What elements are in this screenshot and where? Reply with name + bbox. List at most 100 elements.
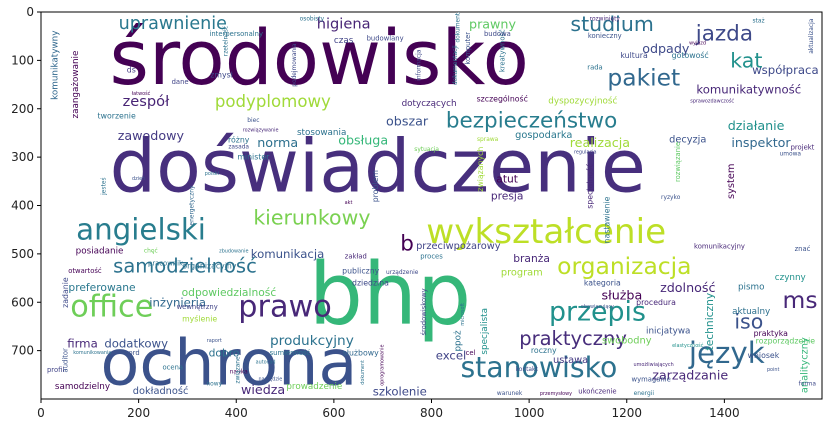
word-130: dokumentacji	[453, 45, 459, 85]
word-114: specjalista	[480, 308, 490, 355]
word-105: problem	[371, 170, 380, 202]
word-157: sytuacja	[414, 147, 439, 153]
word-124: konieczny	[588, 32, 622, 40]
word-80: organizacyjny	[182, 261, 237, 270]
word-60: czynny	[775, 273, 806, 283]
x-tick-label-5: 1000	[514, 406, 545, 420]
word-175: point	[767, 367, 780, 373]
word-18: praktyczny	[519, 327, 627, 350]
word-159: rozwiązywanie	[243, 128, 279, 134]
word-164: raport	[207, 338, 222, 344]
word-82: publiczny	[342, 266, 379, 275]
x-tick-label-7: 1400	[709, 406, 740, 420]
word-122: budowa	[484, 30, 511, 38]
word-136: sprawozdawczość	[690, 97, 734, 104]
word-35: norma	[257, 135, 298, 150]
word-144: polski	[205, 171, 219, 177]
word-113: urządzenie	[386, 270, 419, 276]
word-153: energetyczny	[189, 185, 195, 226]
word-127: osobisty	[300, 16, 325, 22]
word-147: chęć	[144, 247, 158, 254]
word-21: uprawnienie	[119, 14, 227, 34]
word-41: inżynieria	[149, 295, 206, 309]
y-tick-label-4: 400	[11, 199, 34, 213]
word-20: kat	[730, 48, 762, 72]
word-149: zadanie	[61, 277, 70, 308]
word-148: otwartość	[68, 267, 102, 275]
word-132: aktualizacja	[809, 18, 815, 54]
y-tick-label-3: 300	[11, 150, 34, 164]
word-176: forma	[799, 381, 817, 387]
word-39: produkcyjny	[270, 333, 354, 349]
word-128: dokumentacja	[455, 0, 461, 42]
y-tick-label-6: 600	[11, 295, 34, 309]
word-156: komunikacyjny	[694, 243, 745, 251]
y-tick-label-2: 200	[11, 102, 34, 116]
word-110: nauka	[230, 369, 248, 375]
word-169: umożliwiających	[633, 362, 673, 368]
word-131: podejmowania	[292, 43, 298, 86]
word-7: office	[70, 290, 153, 325]
word-30: prawny	[469, 17, 516, 32]
word-160: zbudowanie	[219, 248, 248, 254]
word-29: inspektor	[731, 135, 791, 150]
word-103: word	[123, 349, 140, 357]
word-44: firma	[67, 336, 98, 350]
word-107: kontakt	[516, 367, 539, 373]
word-75: dotyczących	[402, 99, 457, 109]
word-97: różny	[228, 136, 250, 145]
word-118: nastawienie	[603, 196, 612, 243]
word-19: ms	[783, 286, 818, 314]
word-66: techniczny	[703, 293, 716, 351]
word-73: prowadzenie	[286, 382, 342, 392]
word-16: kierunkowy	[253, 206, 370, 230]
word-119: rozwiązanie	[674, 142, 682, 182]
word-158: sprawa	[477, 137, 499, 143]
word-142: biec	[247, 118, 259, 124]
word-9: przepis	[549, 296, 646, 327]
word-145: dzień	[132, 175, 145, 182]
word-77: szczególność	[477, 95, 528, 104]
word-125: rozwinięty	[590, 16, 621, 22]
word-92: zaangażowanie	[71, 51, 81, 119]
word-10: język	[688, 336, 765, 370]
word-95: zmysł	[210, 70, 233, 79]
y-tick-label-5: 500	[11, 247, 34, 261]
word-112: zakład	[345, 252, 367, 260]
word-37: współpraca	[752, 63, 819, 77]
word-59: pismo	[738, 283, 765, 293]
word-17: samodzielność	[113, 254, 257, 277]
word-134: staż	[752, 19, 764, 25]
word-71: dokładność	[133, 385, 189, 397]
word-58: praktyka	[754, 329, 788, 338]
word-22: podyplomowy	[215, 92, 331, 111]
word-93: tworzenie	[98, 112, 136, 121]
word-83: służbowy	[343, 349, 379, 358]
word-79: posiadanie	[76, 246, 124, 256]
word-36: odpady	[642, 41, 690, 56]
word-91: komunikatywny	[51, 31, 61, 100]
word-173: przemysłowy	[540, 391, 572, 397]
word-32: obsługa	[338, 133, 388, 148]
word-57: program	[501, 268, 543, 279]
word-98: pracownik	[148, 260, 183, 268]
word-11: organizacja	[557, 252, 691, 280]
word-85: wymaganie	[632, 376, 671, 384]
word-86: procedura	[636, 298, 676, 307]
word-8: stanowisko	[460, 351, 617, 384]
word-140: dane	[172, 78, 189, 86]
word-161: autocad	[256, 360, 276, 366]
word-74: stosowania	[297, 128, 346, 138]
word-129: informacja	[416, 49, 422, 81]
word-31: zawodowy	[118, 128, 185, 143]
word-146: jesteś	[100, 177, 107, 195]
word-163: związane	[236, 356, 242, 384]
word-143: zasada	[228, 144, 249, 150]
word-14: studium	[570, 12, 653, 36]
y-tick-label-7: 700	[11, 344, 34, 358]
word-68: przeciwpożarowy	[416, 241, 501, 252]
word-81: dziedzina	[352, 278, 389, 287]
word-24: zespół	[123, 93, 170, 110]
word-48: wiedza	[241, 382, 285, 397]
